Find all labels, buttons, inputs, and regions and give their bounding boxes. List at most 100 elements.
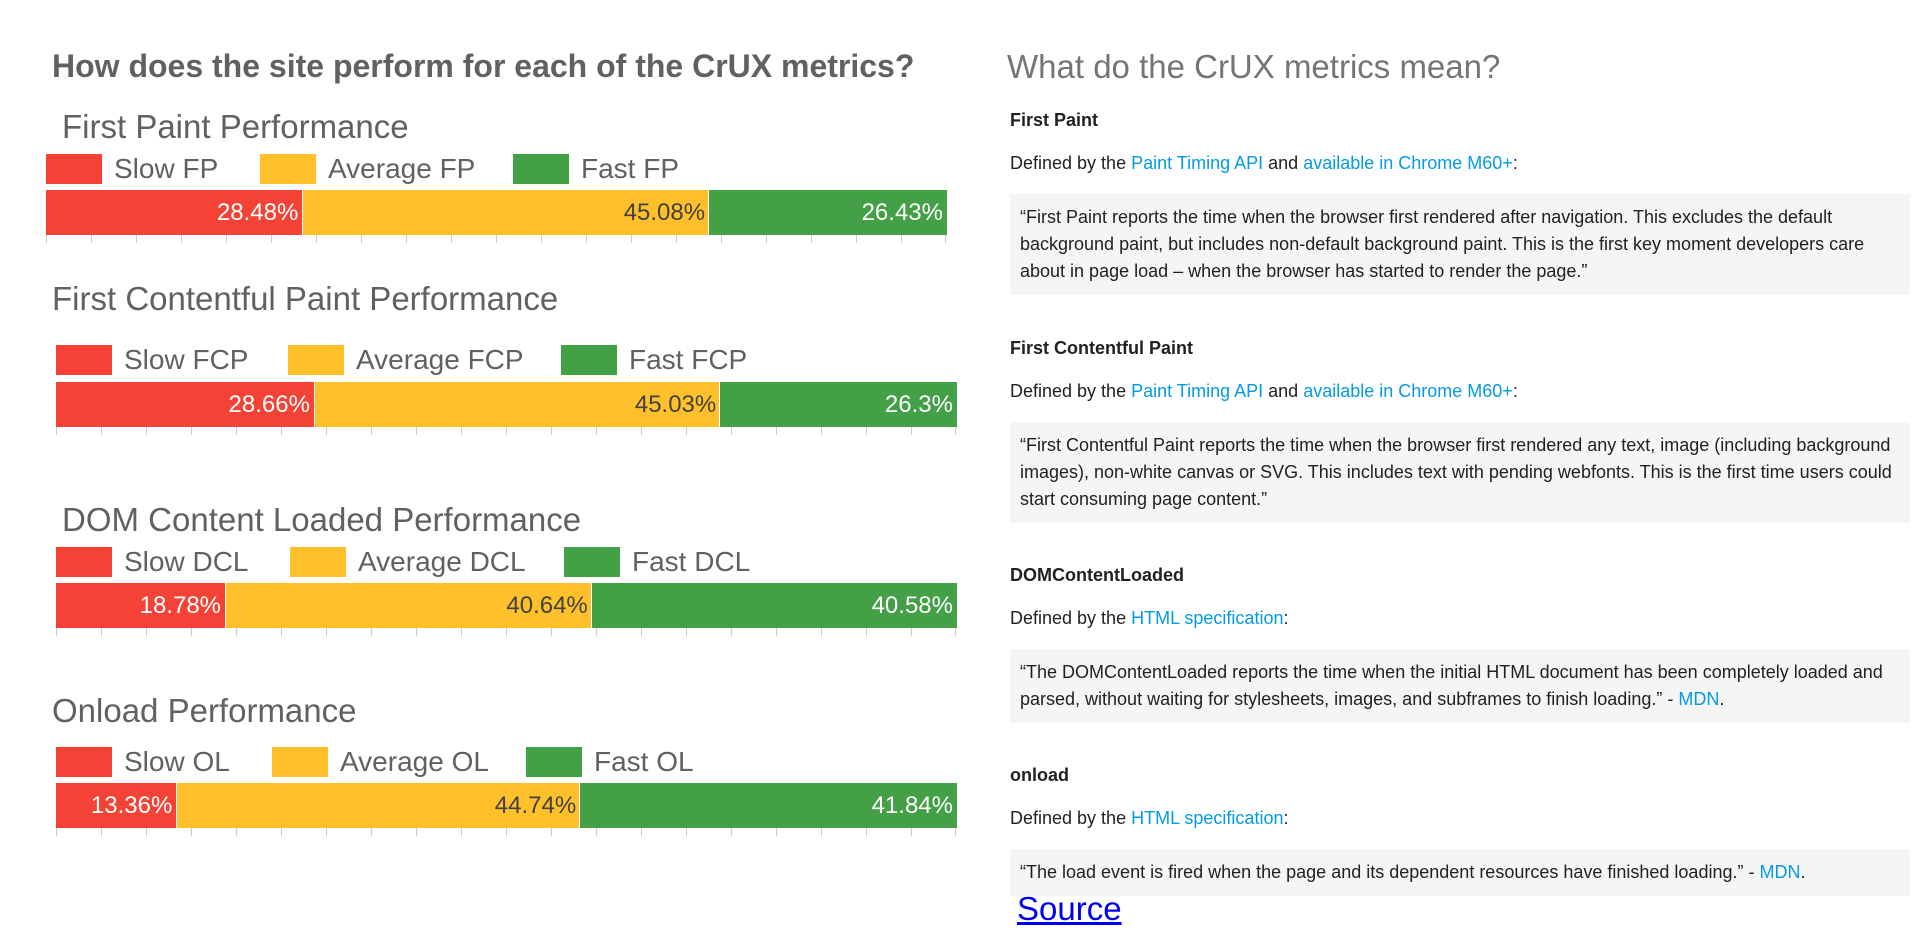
axis-tick	[821, 828, 822, 836]
definition-quote: “First Paint reports the time when the b…	[1010, 194, 1910, 295]
definition-heading: First Contentful Paint	[1010, 338, 1193, 358]
axis-tick	[191, 828, 192, 836]
legend-swatch-average	[260, 154, 316, 184]
mdn-link[interactable]: MDN	[1678, 689, 1720, 709]
paint-timing-api-link[interactable]: Paint Timing API	[1131, 381, 1264, 401]
definition-quote: “First Contentful Paint reports the time…	[1010, 422, 1910, 523]
html-specification-link[interactable]: HTML specification	[1131, 808, 1284, 828]
axis-tick	[101, 628, 102, 636]
legend-swatch-fast	[561, 345, 617, 375]
bar-value-label: 28.66%	[228, 391, 310, 418]
axis-tick	[955, 828, 956, 836]
chart-title-dom-content-loaded: DOM Content Loaded Performance	[62, 501, 582, 538]
definition-heading: DOMContentLoaded	[1010, 565, 1184, 585]
axis-tick	[911, 628, 912, 636]
paint-timing-api-link[interactable]: Paint Timing API	[1131, 153, 1264, 173]
stacked-bar-first-contentful-paint: 28.66% 45.03% 26.3%	[56, 382, 957, 427]
axis-tick	[641, 828, 642, 836]
axis-tick	[496, 235, 497, 243]
legend-item-slow: Slow DCL	[56, 546, 249, 577]
axis-tick	[236, 427, 237, 435]
definition-first-paint: First Paint Defined by the Paint Timing …	[1010, 110, 1910, 295]
axis-tick	[721, 235, 722, 243]
definition-heading: onload	[1010, 765, 1069, 785]
axis-tick	[281, 427, 282, 435]
axis-tick	[146, 828, 147, 836]
bar-value-label: 40.58%	[871, 592, 953, 619]
axis-tick	[541, 235, 542, 243]
legend-first-paint: Slow FP Average FP Fast FP	[46, 153, 946, 184]
and-text: and	[1263, 153, 1304, 173]
legend-item-slow: Slow FCP	[56, 344, 248, 375]
axis-tick	[641, 427, 642, 435]
axis-tick	[506, 828, 507, 836]
legend-label-average: Average DCL	[358, 546, 526, 577]
axis-tick	[416, 427, 417, 435]
axis-tick	[731, 628, 732, 636]
axis-tick	[371, 427, 372, 435]
chrome-m60-link[interactable]: available in Chrome M60+	[1303, 381, 1513, 401]
axis-tick	[91, 235, 92, 243]
axis-tick	[586, 235, 587, 243]
bar-value-label: 26.3%	[884, 391, 953, 418]
bar-value-label: 26.43%	[861, 199, 943, 226]
axis-tick	[731, 828, 732, 836]
axis-tick	[146, 628, 147, 636]
legend-item-fast: Fast FP	[513, 153, 680, 184]
axis-tick	[686, 828, 687, 836]
legend-swatch-slow	[46, 154, 102, 184]
axis-tick	[766, 235, 767, 243]
legend-swatch-slow	[56, 547, 112, 577]
source-link[interactable]: Source	[1017, 890, 1122, 927]
chart-title-first-contentful-paint: First Contentful Paint Performance	[52, 280, 559, 317]
axis-tick	[146, 427, 147, 435]
stacked-bar-dom-content-loaded: 18.78% 40.64% 40.58%	[56, 583, 957, 628]
axis-ticks-dom-content-loaded	[56, 628, 956, 636]
legend-swatch-average	[272, 747, 328, 777]
axis-tick	[866, 628, 867, 636]
bar-segment-slow: 28.66%	[56, 382, 314, 427]
axis-tick	[56, 628, 57, 636]
bar-value-label: 40.64%	[506, 592, 588, 619]
axis-tick	[416, 628, 417, 636]
right-section-title: What do the CrUX metrics mean?	[1007, 48, 1501, 85]
axis-tick	[776, 828, 777, 836]
colon-text: :	[1512, 153, 1518, 173]
bar-segment-average: 40.64%	[225, 583, 592, 628]
axis-tick	[506, 628, 507, 636]
quote-text: “The DOMContentLoaded reports the time w…	[1020, 662, 1883, 709]
axis-tick	[236, 628, 237, 636]
quote-end: .	[1800, 862, 1806, 882]
axis-tick	[101, 427, 102, 435]
legend-swatch-slow	[56, 747, 112, 777]
mdn-link[interactable]: MDN	[1759, 862, 1801, 882]
html-specification-link[interactable]: HTML specification	[1131, 608, 1284, 628]
axis-tick	[596, 828, 597, 836]
axis-tick	[955, 628, 956, 636]
axis-tick	[821, 628, 822, 636]
legend-label-fast: Fast FCP	[629, 344, 748, 375]
axis-tick	[596, 628, 597, 636]
defined-by-text: Defined by the	[1010, 381, 1132, 401]
axis-tick	[236, 828, 237, 836]
legend-label-fast: Fast FP	[581, 153, 680, 184]
axis-tick	[911, 427, 912, 435]
axis-tick	[866, 427, 867, 435]
bar-value-label: 28.48%	[216, 199, 299, 226]
chrome-m60-link[interactable]: available in Chrome M60+	[1303, 153, 1513, 173]
axis-tick	[866, 828, 867, 836]
bar-value-label: 45.08%	[623, 199, 706, 226]
axis-tick	[551, 828, 552, 836]
legend-dom-content-loaded: Slow DCL Average DCL Fast DCL	[56, 546, 956, 577]
bar-segment-fast: 26.3%	[719, 382, 957, 427]
axis-tick	[361, 235, 362, 243]
definition-source-line: Defined by the HTML specification:	[1010, 808, 1910, 829]
defined-by-text: Defined by the	[1010, 153, 1132, 173]
legend-label-slow: Slow DCL	[124, 546, 249, 577]
bar-segment-fast: 40.58%	[590, 583, 957, 628]
axis-tick	[56, 427, 57, 435]
axis-tick	[226, 235, 227, 243]
axis-ticks-first-paint	[46, 235, 946, 243]
legend-swatch-fast	[564, 547, 620, 577]
axis-tick	[811, 235, 812, 243]
